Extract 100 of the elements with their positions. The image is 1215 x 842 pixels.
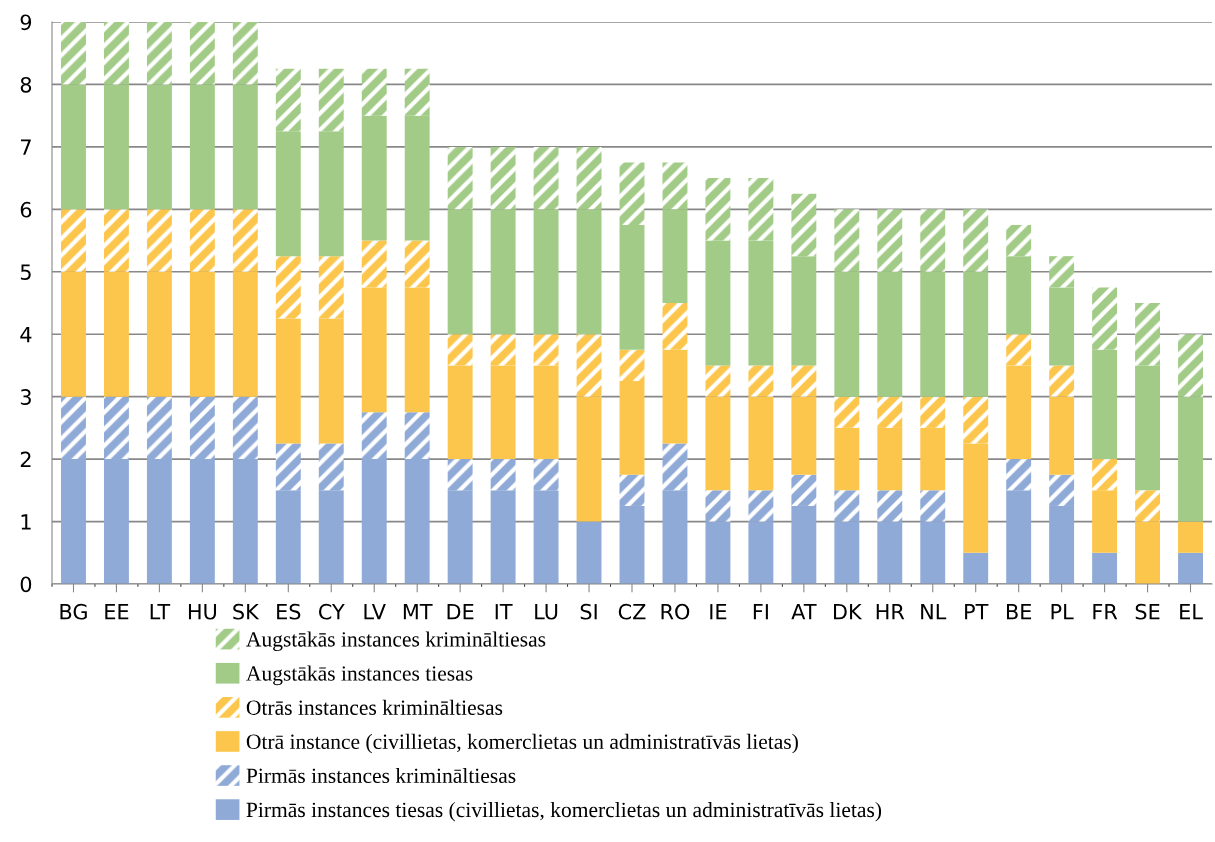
bar bbox=[748, 365, 774, 397]
bar bbox=[318, 256, 344, 319]
y-tick-label: 6 bbox=[20, 201, 32, 218]
bar bbox=[834, 271, 860, 397]
bar bbox=[232, 84, 258, 210]
y-tick-label: 0 bbox=[20, 576, 32, 593]
bar bbox=[1135, 365, 1161, 491]
x-tick-label: DE bbox=[447, 604, 474, 620]
bar bbox=[1178, 396, 1203, 522]
x-tick-label: FR bbox=[1093, 604, 1118, 620]
bar bbox=[318, 318, 344, 444]
x-tick-label: HR bbox=[876, 604, 905, 620]
bar bbox=[1049, 505, 1075, 584]
bar bbox=[791, 505, 817, 584]
bar bbox=[1006, 224, 1032, 257]
bar bbox=[576, 334, 602, 397]
bar bbox=[834, 396, 860, 428]
bar bbox=[146, 22, 172, 85]
bar bbox=[361, 68, 387, 116]
bar bbox=[533, 209, 559, 335]
bar bbox=[619, 381, 645, 475]
x-tick-label: SI bbox=[580, 603, 597, 620]
x-tick-label: AT bbox=[791, 604, 817, 620]
bar bbox=[748, 396, 774, 491]
bar bbox=[834, 427, 860, 491]
x-tick-label: LU bbox=[535, 604, 558, 620]
y-tick-label: 4 bbox=[20, 326, 32, 343]
legend-label: Pirmās instances tiesas (civillietas, komerclietas un administratīvās lietas) bbox=[246, 801, 882, 822]
bar bbox=[834, 490, 860, 522]
bar bbox=[1049, 256, 1075, 288]
bar bbox=[1092, 459, 1118, 491]
bar bbox=[61, 84, 86, 210]
bar bbox=[619, 224, 645, 350]
x-tick-label: BG bbox=[60, 603, 87, 620]
bar bbox=[1006, 459, 1032, 491]
bar bbox=[920, 209, 946, 272]
bar bbox=[318, 443, 344, 491]
bar bbox=[662, 349, 688, 444]
bar bbox=[146, 271, 172, 397]
bar bbox=[920, 427, 946, 491]
bar bbox=[576, 396, 602, 522]
bar bbox=[662, 490, 688, 584]
x-tick-label: FI bbox=[753, 604, 768, 620]
legend-label: Otrā instance (civillietas, komerclietas un administratīvās lietas) bbox=[246, 733, 798, 754]
bar bbox=[920, 490, 946, 522]
bar bbox=[447, 459, 473, 491]
bar bbox=[662, 209, 688, 303]
y-tick-label: 8 bbox=[20, 76, 32, 93]
bar bbox=[447, 365, 473, 460]
bar bbox=[404, 68, 430, 116]
bar bbox=[963, 396, 989, 444]
bar bbox=[146, 459, 172, 584]
x-tick-label: CY bbox=[318, 603, 345, 620]
x-tick-label: LV bbox=[364, 604, 386, 620]
bar bbox=[1092, 349, 1118, 460]
bar bbox=[619, 474, 645, 506]
x-tick-label: EL bbox=[1180, 604, 1203, 620]
bar bbox=[533, 459, 559, 491]
bar bbox=[404, 459, 430, 584]
bar bbox=[275, 68, 301, 132]
bar bbox=[1178, 552, 1203, 584]
bar bbox=[103, 22, 129, 85]
bar bbox=[1092, 552, 1118, 584]
legend-label: Otrās instances krimināltiesas bbox=[246, 699, 503, 715]
bar bbox=[877, 427, 903, 491]
bar bbox=[619, 349, 645, 382]
bar bbox=[61, 209, 86, 272]
bar bbox=[490, 209, 516, 335]
bar bbox=[963, 271, 989, 397]
bar bbox=[877, 490, 903, 522]
bar bbox=[576, 521, 602, 584]
bar bbox=[103, 459, 129, 584]
bar bbox=[533, 334, 559, 366]
bar bbox=[576, 209, 602, 335]
bar bbox=[275, 443, 301, 491]
bar bbox=[361, 287, 387, 413]
bar bbox=[705, 396, 731, 491]
bar bbox=[275, 318, 301, 444]
x-tick-label: ES bbox=[277, 603, 301, 620]
bar bbox=[791, 256, 817, 366]
bar bbox=[662, 303, 688, 350]
bar bbox=[61, 22, 86, 85]
x-tick-label: IE bbox=[710, 604, 727, 620]
bar bbox=[103, 84, 129, 210]
bar bbox=[877, 271, 903, 397]
bar bbox=[490, 334, 516, 366]
bar bbox=[189, 396, 215, 460]
bar bbox=[490, 459, 516, 491]
bar bbox=[619, 162, 645, 225]
bar bbox=[490, 490, 516, 584]
bar bbox=[791, 396, 817, 475]
bar bbox=[963, 209, 989, 272]
bar bbox=[189, 84, 215, 210]
bar bbox=[103, 396, 129, 460]
bar bbox=[189, 459, 215, 584]
bar bbox=[920, 521, 946, 584]
bar bbox=[232, 396, 258, 460]
bar bbox=[61, 396, 86, 460]
bar bbox=[404, 412, 430, 460]
bar bbox=[791, 365, 817, 397]
